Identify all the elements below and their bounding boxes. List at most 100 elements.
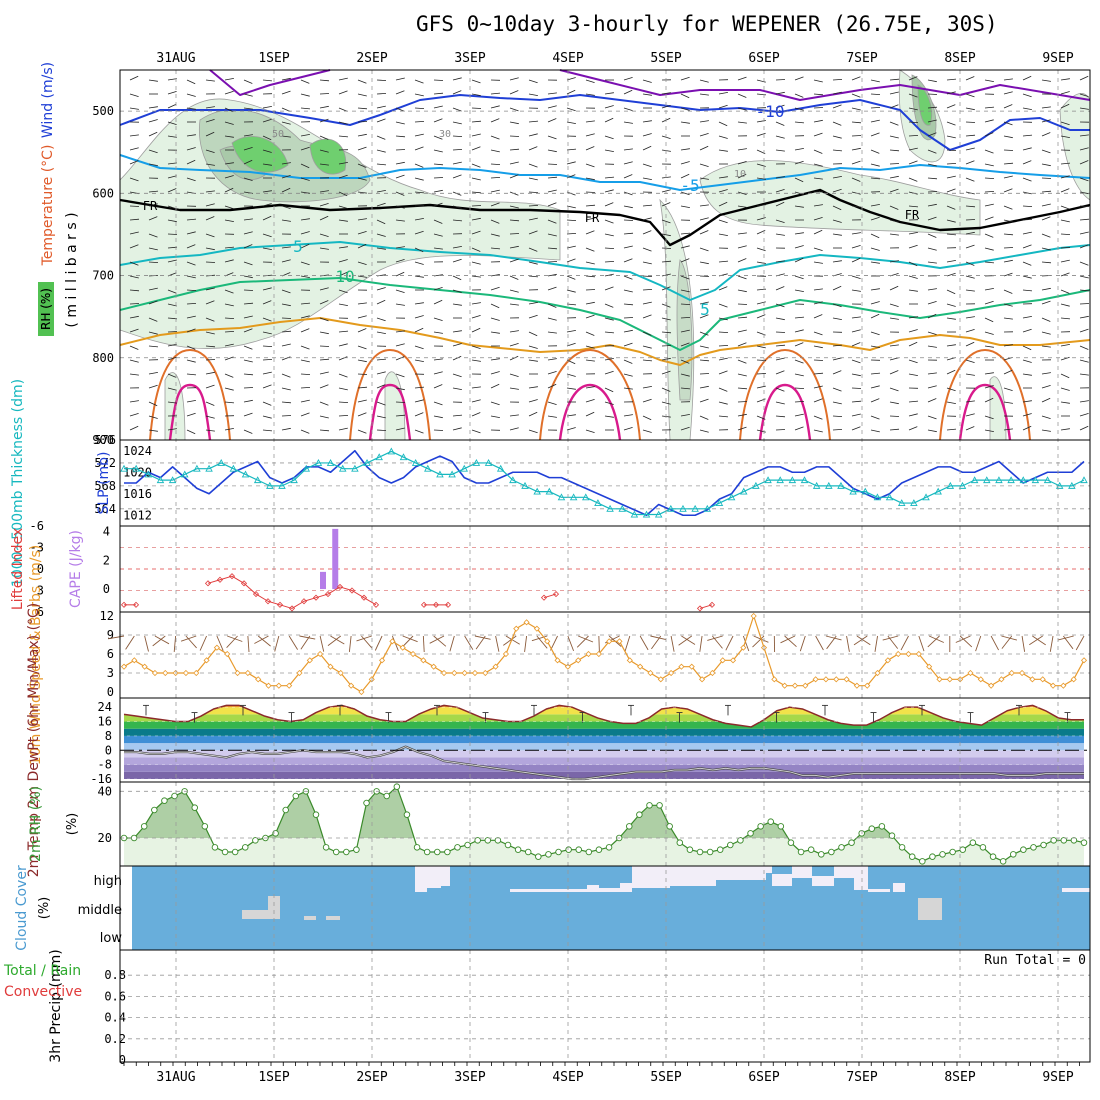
wind-barb	[300, 412, 310, 417]
wind-barb	[965, 359, 975, 363]
day-label-top: 31AUG	[156, 51, 195, 66]
wind-barb-10m	[567, 635, 575, 652]
wind-barb	[946, 104, 956, 109]
wind-barb	[908, 400, 919, 403]
wind-barb-10m	[799, 635, 806, 652]
cloud-clear-patch	[792, 866, 812, 878]
thickness-point	[618, 504, 626, 512]
wind-barb	[623, 329, 633, 333]
wind-barb	[1079, 147, 1089, 151]
wind-barb	[832, 401, 842, 405]
wind-barb	[832, 176, 842, 179]
rh-point	[959, 846, 966, 853]
wind-barb	[490, 92, 501, 95]
wind-barb	[148, 247, 158, 251]
wind-barb	[718, 176, 728, 179]
wind-barb	[927, 149, 937, 154]
wind-barb	[433, 149, 443, 153]
wind-barb-10m	[108, 635, 125, 640]
wind-barb	[1003, 387, 1013, 391]
rh-point	[403, 811, 411, 818]
thickness-point	[253, 476, 262, 484]
wind-barb	[243, 315, 253, 319]
wind-speed-point	[946, 676, 953, 683]
wind-barb	[528, 79, 538, 84]
rh-point	[706, 848, 714, 856]
day-label-bottom: 2SEP	[356, 1070, 387, 1085]
wind-speed-point	[306, 657, 313, 664]
wind-barb	[794, 387, 805, 389]
temperature-line	[123, 704, 1084, 728]
wind-barb	[338, 121, 348, 125]
wind-barb	[319, 163, 329, 166]
wind-barb	[566, 121, 576, 124]
wind-barb	[604, 105, 614, 109]
cloud-clear-patch	[427, 866, 441, 888]
wind-barb	[471, 191, 482, 194]
wind-barb	[851, 147, 861, 151]
thickness-point	[654, 510, 663, 518]
wind-barb	[718, 121, 728, 127]
wind-barb	[528, 386, 538, 389]
wind-barb	[300, 302, 311, 305]
wind-barb	[547, 371, 557, 375]
wind-speed-point	[626, 657, 633, 664]
wind-barb	[243, 429, 253, 434]
wind-barb	[604, 415, 614, 418]
thickness-point	[739, 487, 748, 495]
wind-barb	[813, 331, 823, 336]
wind-barb	[338, 219, 348, 222]
wind-barb	[623, 373, 633, 377]
thickness-point	[302, 464, 311, 472]
wind-barb	[737, 258, 747, 263]
wind-speed-point	[182, 669, 190, 677]
wind-barb	[832, 429, 843, 431]
wind-barb	[452, 275, 462, 281]
axis-label: ( m i l l i b a r s )	[64, 212, 80, 327]
wind-barb	[927, 106, 938, 109]
wind-barb	[1022, 359, 1032, 363]
wind-barb	[1041, 331, 1051, 335]
thickness-point	[800, 476, 809, 484]
temperature-band	[124, 743, 1084, 751]
wind-barb	[262, 79, 273, 82]
wind-barb	[300, 328, 310, 333]
wind-barb	[984, 331, 994, 335]
wind-barb	[433, 177, 444, 179]
wind-barb	[908, 76, 918, 81]
wind-speed-point	[492, 663, 499, 670]
wind-barb	[528, 429, 538, 434]
wind-barb	[718, 233, 728, 236]
wind-barb	[129, 205, 140, 207]
wind-barb	[433, 317, 443, 321]
wind-barb	[965, 76, 975, 81]
wind-barb	[452, 303, 462, 306]
wind-barb	[775, 303, 785, 308]
wind-barb	[927, 385, 937, 389]
cloud-clear-patch	[415, 866, 427, 892]
wind-speed-point	[544, 638, 551, 645]
precip-tick-label: 0.2	[104, 1032, 126, 1046]
wind-barb	[528, 359, 538, 362]
thickness-point	[691, 504, 699, 512]
wind-barb	[661, 387, 671, 392]
wind-barb	[661, 233, 671, 237]
precip-tick-label: 0.8	[104, 968, 126, 982]
rh-point	[979, 844, 987, 851]
wind-barb	[1060, 272, 1070, 277]
wind-barb	[243, 218, 253, 221]
cloud-clear-patch	[760, 866, 772, 873]
wind-barb	[357, 107, 368, 110]
wind-barb	[1079, 177, 1089, 182]
wind-barb	[1060, 387, 1070, 391]
wind-barb	[376, 247, 386, 250]
wind-speed-point	[926, 663, 933, 670]
wind-barb	[737, 191, 747, 195]
wind-barb	[205, 287, 215, 291]
wind-barb	[148, 233, 158, 238]
wind-barb	[813, 429, 823, 433]
wind-barb	[490, 286, 500, 291]
wind-barb-10m	[449, 635, 455, 652]
wind-barb	[642, 163, 652, 168]
precip-tick-label: 0.6	[104, 989, 126, 1003]
